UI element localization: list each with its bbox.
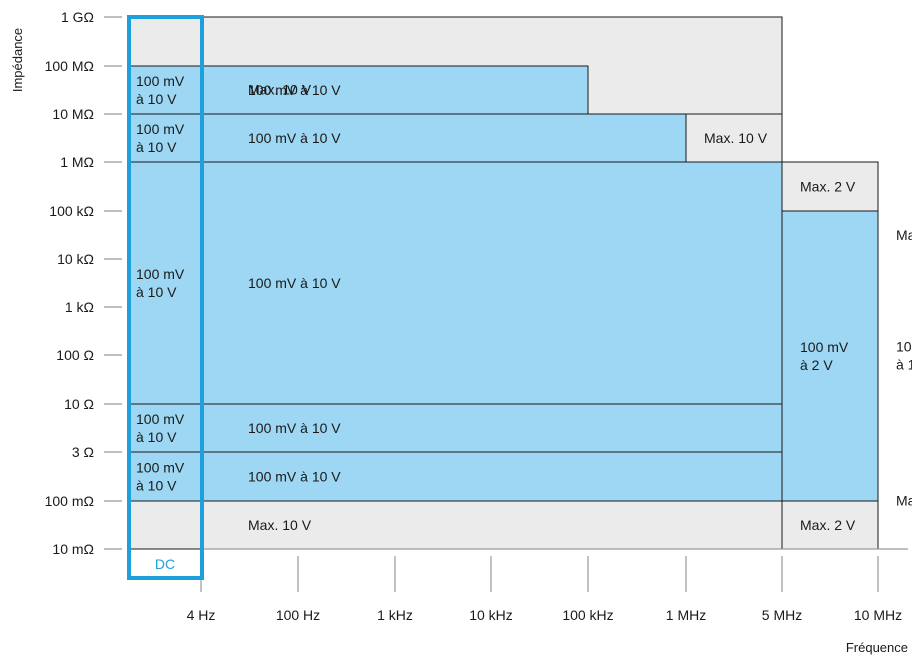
- region-b6-label-line-1: à 2 V: [800, 357, 833, 373]
- x-tick-label-5: 1 MHz: [666, 607, 706, 623]
- region-b2-label-line-0: 100 mV à 10 V: [248, 130, 341, 146]
- y-tick-label-3: 1 MΩ: [60, 154, 94, 170]
- y-tick-label-10: 100 mΩ: [45, 493, 94, 509]
- dc-cell-dc2-line-1: à 10 V: [136, 139, 177, 155]
- region-g5: [781, 500, 879, 550]
- y-tick-label-0: 1 GΩ: [61, 9, 94, 25]
- region-g1-label-line-0: Max. 10 V: [248, 82, 312, 98]
- dc-cell-dc4-line-1: à 10 V: [136, 429, 177, 445]
- dc-cell-dc2-line-0: 100 mV: [136, 121, 185, 137]
- y-tick-label-7: 100 Ω: [56, 347, 94, 363]
- region-b5-label-line-0: 100 mV à 10 V: [248, 469, 341, 485]
- x-tick-label-2: 1 kHz: [377, 607, 413, 623]
- dc-highlight-frame: [127, 15, 204, 580]
- dc-column: 100 mV à 10 V 100 mV à 10 V 100 mV à 10 V 100 …: [136, 66, 202, 501]
- dc-label: DC: [155, 556, 175, 572]
- y-tick-label-2: 10 MΩ: [52, 106, 94, 122]
- x-tick-label-0: 4 Hz: [187, 607, 216, 623]
- y-axis-title: Impédance: [10, 28, 25, 92]
- region-g4-label-line-0: Max. 2 V: [800, 179, 856, 195]
- y-tick-label-11: 10 mΩ: [52, 541, 94, 557]
- dc-cell-dc3-line-0: 100 mV: [136, 266, 185, 282]
- y-tick-label-5: 10 kΩ: [57, 251, 94, 267]
- x-axis-title: Fréquence: [846, 640, 908, 655]
- x-tick-label-4: 100 kHz: [562, 607, 613, 623]
- region-b1-label-line-0: 100 mV à 10 V: [248, 82, 341, 98]
- dc-cell-dc5-line-0: 100 mV: [136, 460, 185, 476]
- dc-cell-dc1-line-1: à 10 V: [136, 91, 177, 107]
- region-b4-label-line-0: 100 mV à 10 V: [248, 420, 341, 436]
- region-g3-label-line-0: Max. 10 V: [248, 517, 312, 533]
- region-b5: [128, 451, 783, 502]
- x-tick-label-7: 10 MHz: [854, 607, 902, 623]
- region-b7-label-line-1: à 1 V: [896, 357, 912, 373]
- region-g5-label-line-0: Max. 2 V: [800, 517, 856, 533]
- region-g7-label-line-0: Max. 1 V: [896, 493, 912, 509]
- region-b6-label-line-0: 100 mV: [800, 339, 849, 355]
- x-tick-label-6: 5 MHz: [762, 607, 802, 623]
- region-b4: [128, 403, 783, 453]
- y-tick-label-1: 100 MΩ: [45, 58, 94, 74]
- region-b3: [128, 161, 783, 405]
- y-tick-label-8: 10 Ω: [64, 396, 94, 412]
- region-g2-label-line-0: Max. 10 V: [704, 130, 768, 146]
- region-b6: [781, 210, 879, 502]
- dc-cell-dc4-line-0: 100 mV: [136, 411, 185, 427]
- dc-cell-dc3-line-1: à 10 V: [136, 284, 177, 300]
- y-tick-label-6: 1 kΩ: [65, 299, 94, 315]
- x-tick-label-1: 100 Hz: [276, 607, 320, 623]
- y-tick-label-4: 100 kΩ: [49, 203, 94, 219]
- region-g4: [781, 161, 879, 212]
- region-b7-label-line-0: 100 mV: [896, 339, 912, 355]
- region-g2: [685, 113, 783, 163]
- dc-cell-dc1-line-0: 100 mV: [136, 73, 185, 89]
- region-g3: [128, 500, 783, 550]
- dc-cell-dc5-line-1: à 10 V: [136, 478, 177, 494]
- region-g6-label-line-0: Max. 1 V: [896, 227, 912, 243]
- region-b1: [128, 65, 589, 115]
- region-b2: [128, 113, 687, 163]
- x-tick-label-3: 10 kHz: [469, 607, 513, 623]
- axes: 1 GΩ 100 MΩ 10 MΩ 1 MΩ 100 kΩ 10 kΩ 1 kΩ 100 Ω 1…: [45, 9, 908, 623]
- y-tick-label-9: 3 Ω: [72, 444, 94, 460]
- region-b3-label-line-0: 100 mV à 10 V: [248, 275, 341, 291]
